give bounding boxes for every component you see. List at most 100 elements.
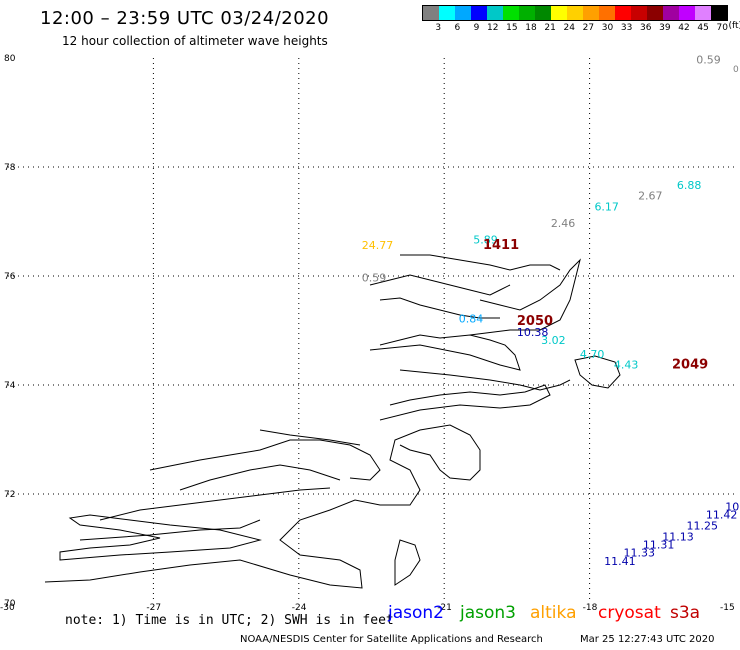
scale-tick-label: 3 (435, 23, 442, 33)
scale-swatch (519, 6, 535, 20)
wave-height-label: 2.67 (638, 190, 663, 203)
wave-height-label: 24.77 (362, 239, 394, 252)
scale-tick-label: 70 (716, 23, 728, 33)
coastline-fjord-1 (79, 519, 261, 541)
graticule (8, 58, 735, 603)
page-subtitle: 12 hour collection of altimeter wave hei… (62, 34, 328, 48)
scale-swatch (423, 6, 439, 20)
scale-tick-label: 39 (659, 23, 671, 33)
wave-height-label: 6.88 (677, 179, 702, 192)
color-scale-ticks: 3 6 9 12 15 18 21 24 27 30 33 36 39 42 45 70 (422, 23, 728, 33)
scale-tick-label: 27 (582, 23, 595, 33)
wave-height-label: 2049 (672, 358, 708, 373)
wave-height-label: 10.92 (725, 500, 740, 513)
coastline-fjords-south (59, 514, 262, 561)
coastline-north-2 (369, 274, 511, 296)
scale-swatch (503, 6, 519, 20)
scale-swatch (487, 6, 503, 20)
wave-height-label: 6.17 (594, 201, 619, 214)
scale-tick-label: 42 (678, 23, 690, 33)
observation-labels: 0.59 6.88 2.67 6.17 2.46 5.89 24.77 1411 0.59 205… (362, 53, 740, 567)
generated-timestamp: Mar 25 12:27:43 UTC 2020 (580, 634, 715, 645)
scale-swatch (439, 6, 455, 20)
coastline-island-1 (574, 355, 621, 389)
scale-swatch (647, 6, 663, 20)
wave-height-label: 4.70 (580, 348, 605, 361)
scale-tick-label: 36 (640, 23, 652, 33)
scale-tick-label: 24 (563, 23, 575, 33)
longitude-label: -18 (583, 603, 598, 613)
scale-swatch (455, 6, 471, 20)
latitude-label: 70 (4, 599, 16, 609)
scale-swatch (551, 6, 567, 20)
coastline-north-1 (400, 254, 561, 271)
wave-height-label: 11.33 (624, 547, 656, 560)
longitude-label: -15 (720, 603, 735, 613)
longitude-label: -27 (146, 603, 161, 613)
coastline-mid-2 (149, 439, 381, 481)
coastline-north-3 (379, 297, 500, 319)
scale-tick-label: 18 (525, 23, 537, 33)
scale-tick-label: 21 (544, 23, 556, 33)
axis-labels: 80 78 76 74 72 70-30 -27 -24 -21 -18 -15 0 (0, 54, 739, 613)
wave-height-label: 10.38 (517, 326, 549, 339)
scale-swatch (711, 6, 727, 20)
coastline-east-4 (469, 258, 581, 336)
footer-note: note: 1) Time is in UTC; 2) SWH is in fe… (65, 613, 394, 628)
latitude-label: 78 (4, 163, 16, 173)
scale-swatch (615, 6, 631, 20)
satellite-altika: altika (530, 603, 577, 623)
scale-swatch (471, 6, 487, 20)
scale-swatch (599, 6, 615, 20)
wave-height-label: 0.59 (696, 53, 721, 66)
scale-swatch (583, 6, 599, 20)
scale-tick-label: 45 (697, 23, 709, 33)
wave-height-label: 0.84 (459, 312, 484, 325)
latitude-label: 74 (4, 381, 16, 391)
latitude-label: 72 (4, 490, 15, 500)
satellite-s3a: s3a (670, 603, 701, 623)
scale-swatch (567, 6, 583, 20)
coastline-main (44, 424, 481, 589)
coastline-mid-4 (259, 429, 361, 446)
satellite-jason3: jason3 (460, 603, 516, 623)
right-edge-label: 0 (733, 65, 739, 75)
wave-height-label: 2.46 (551, 217, 576, 230)
scale-swatch (663, 6, 679, 20)
greenland-coastline (44, 254, 621, 589)
scale-swatch (679, 6, 695, 20)
scale-swatch (631, 6, 647, 20)
wave-height-label: 1411 (483, 238, 519, 253)
wave-height-label: 11.31 (643, 539, 675, 552)
scale-tick-label: 15 (506, 23, 518, 33)
coastline-east-3 (399, 369, 571, 391)
scale-tick-label: 9 (473, 23, 480, 33)
coastline-east-2 (369, 334, 521, 371)
wave-height-label: 2050 (517, 314, 553, 329)
wave-height-label: 11.13 (662, 530, 694, 543)
coastline-mid-1 (99, 487, 331, 521)
wave-height-label: 11.41 (604, 555, 636, 568)
scale-tick-label: 33 (620, 23, 633, 33)
satellite-cryosat: cryosat (598, 603, 661, 623)
scale-swatch (535, 6, 551, 20)
longitude-label: -21 (437, 603, 452, 613)
satellite-jason2: jason2 (388, 603, 444, 623)
longitude-label: -30 (0, 603, 15, 613)
wave-height-label: 4.43 (614, 359, 639, 372)
coastline-island-2 (394, 539, 421, 586)
coastline-east-1 (379, 384, 551, 421)
scale-swatch (695, 6, 711, 20)
latitude-label: 76 (4, 272, 16, 282)
wave-height-label: 11.42 (706, 509, 738, 522)
scale-tick-label: 12 (487, 23, 499, 33)
longitude-label: -24 (292, 603, 307, 613)
wave-height-label: 0.59 (362, 271, 387, 284)
scale-tick-label: 6 (454, 23, 461, 33)
coastline-mid-3 (179, 464, 341, 491)
latitude-label: 80 (4, 54, 16, 64)
scale-tick-label: 30 (601, 23, 614, 33)
